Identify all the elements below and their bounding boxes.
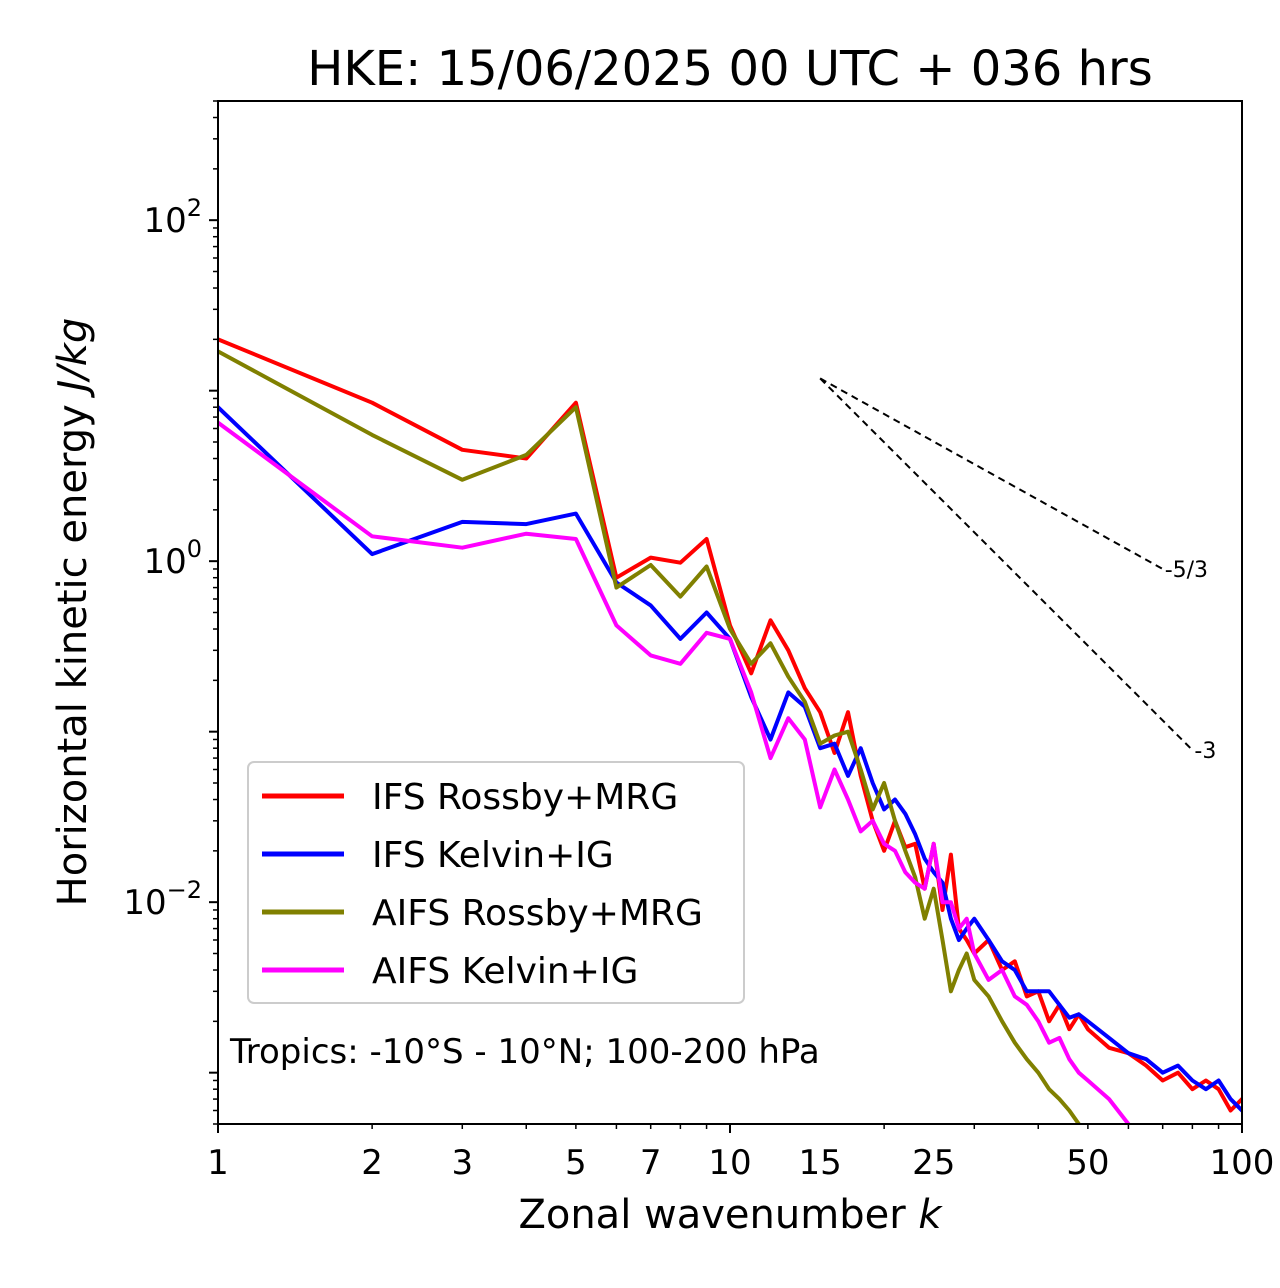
x-tick-label: 7 xyxy=(640,1143,662,1183)
slope-label: -5/3 xyxy=(1165,558,1208,583)
x-tick-label: 100 xyxy=(1210,1143,1275,1183)
x-tick-labels: 1 2 3 5 7 10 15 25 50 100 xyxy=(207,1143,1274,1183)
y-tick-labels: 10−2 100 102 xyxy=(123,194,202,923)
region-annotation: Tropics: -10°S - 10°N; 100-200 hPa xyxy=(229,1032,820,1072)
x-tick-label: 15 xyxy=(799,1143,842,1183)
legend: IFS Rossby+MRG IFS Kelvin+IG AIFS Rossby+M… xyxy=(247,761,745,1004)
slope-label: -3 xyxy=(1194,739,1216,764)
chart-title: HKE: 15/06/2025 00 UTC + 036 hrs xyxy=(307,41,1153,97)
x-tick-label: 2 xyxy=(361,1143,383,1183)
legend-label: IFS Kelvin+IG xyxy=(372,835,614,876)
slope-reference-lines: -5/3 -3 xyxy=(819,377,1216,764)
legend-box xyxy=(247,761,745,1004)
x-tick-label: 50 xyxy=(1066,1143,1109,1183)
plot-frame xyxy=(217,100,1243,1125)
legend-label: AIFS Kelvin+IG xyxy=(372,951,638,992)
series-line xyxy=(218,404,1242,1114)
x-axis-label: Zonal wavenumber k xyxy=(518,1192,943,1238)
slope-reference-line xyxy=(819,377,1194,751)
legend-label: AIFS Rossby+MRG xyxy=(372,893,703,934)
x-tick-label: 1 xyxy=(207,1143,229,1183)
y-tick-label: 100 xyxy=(143,535,202,582)
x-tick-label: 3 xyxy=(451,1143,473,1183)
y-tick-label: 10−2 xyxy=(123,876,202,923)
major-ticks xyxy=(209,219,1243,1133)
series-group xyxy=(218,337,1242,1124)
y-tick-label: 102 xyxy=(143,194,202,241)
x-tick-label: 5 xyxy=(565,1143,587,1183)
x-tick-label: 25 xyxy=(912,1143,955,1183)
legend-label: IFS Rossby+MRG xyxy=(372,777,678,818)
slope-reference-line xyxy=(819,377,1164,570)
y-axis-label: Horizontal kinetic energy J/kg xyxy=(50,318,96,907)
series-line xyxy=(218,349,1082,1124)
x-tick-label: 10 xyxy=(708,1143,751,1183)
series-line xyxy=(218,420,1132,1124)
